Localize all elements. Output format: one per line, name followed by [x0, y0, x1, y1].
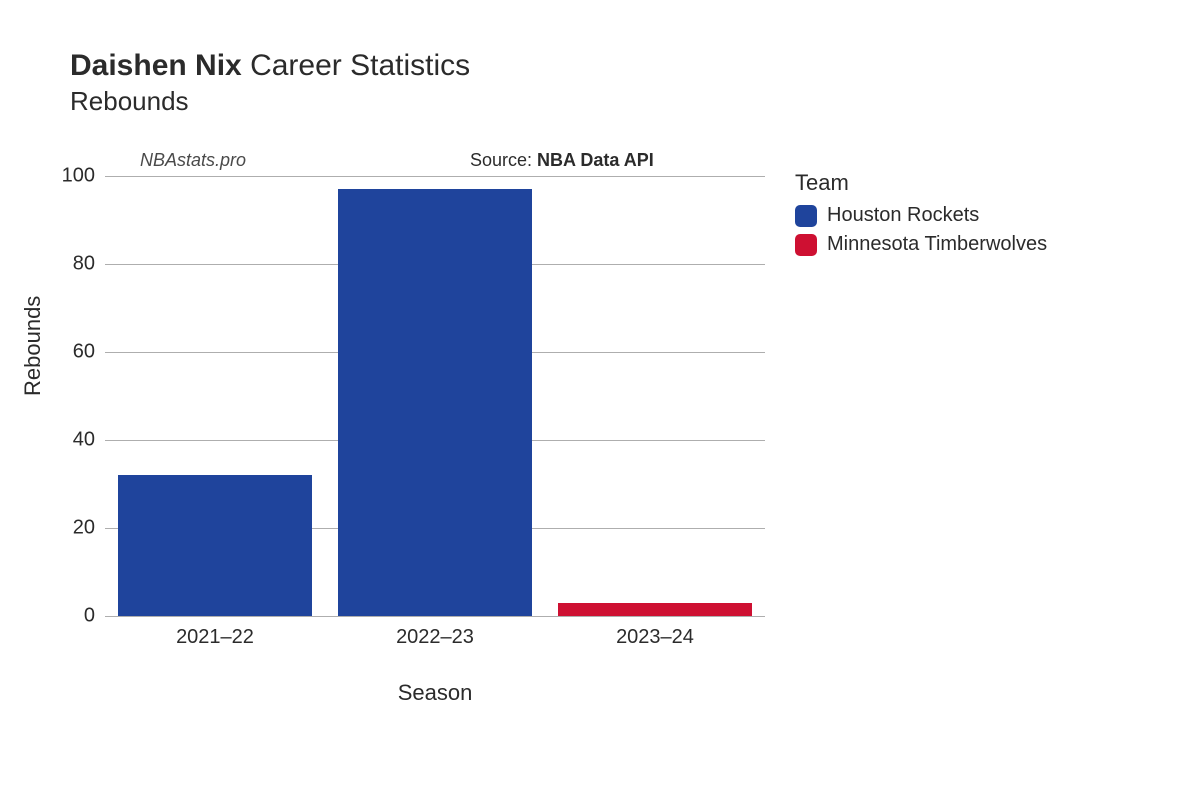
y-tick-label: 40 [35, 429, 95, 452]
gridline [105, 616, 765, 617]
bar [558, 603, 752, 616]
legend-swatch [795, 205, 817, 227]
legend-title: Team [795, 170, 1047, 196]
source-name: NBA Data API [537, 150, 654, 170]
legend: Team Houston Rockets Minnesota Timberwolv… [795, 170, 1047, 262]
chart-title-block: Daishen Nix Career Statistics Rebounds [70, 48, 470, 117]
x-tick-label: 2022–23 [396, 626, 474, 649]
bar [338, 189, 532, 616]
legend-label: Minnesota Timberwolves [827, 233, 1047, 256]
y-tick-label: 100 [35, 165, 95, 188]
chart-title: Daishen Nix Career Statistics [70, 48, 470, 84]
x-axis-label: Season [398, 680, 473, 706]
source-prefix: Source: [470, 150, 537, 170]
title-suffix: Career Statistics [242, 49, 470, 82]
player-name: Daishen Nix [70, 49, 242, 82]
y-tick-label: 80 [35, 253, 95, 276]
x-tick-label: 2021–22 [176, 626, 254, 649]
chart-plot-area: 0204060801002021–222022–232023–24 [105, 176, 765, 616]
y-tick-label: 0 [35, 605, 95, 628]
y-tick-label: 60 [35, 341, 95, 364]
watermark-text: NBAstats.pro [140, 150, 246, 171]
x-tick-label: 2023–24 [616, 626, 694, 649]
legend-label: Houston Rockets [827, 204, 979, 227]
bar [118, 475, 312, 616]
source-attribution: Source: NBA Data API [470, 150, 654, 171]
legend-item: Houston Rockets [795, 204, 1047, 227]
legend-swatch [795, 234, 817, 256]
y-tick-label: 20 [35, 517, 95, 540]
gridline [105, 176, 765, 177]
legend-item: Minnesota Timberwolves [795, 233, 1047, 256]
chart-subtitle: Rebounds [70, 86, 470, 117]
